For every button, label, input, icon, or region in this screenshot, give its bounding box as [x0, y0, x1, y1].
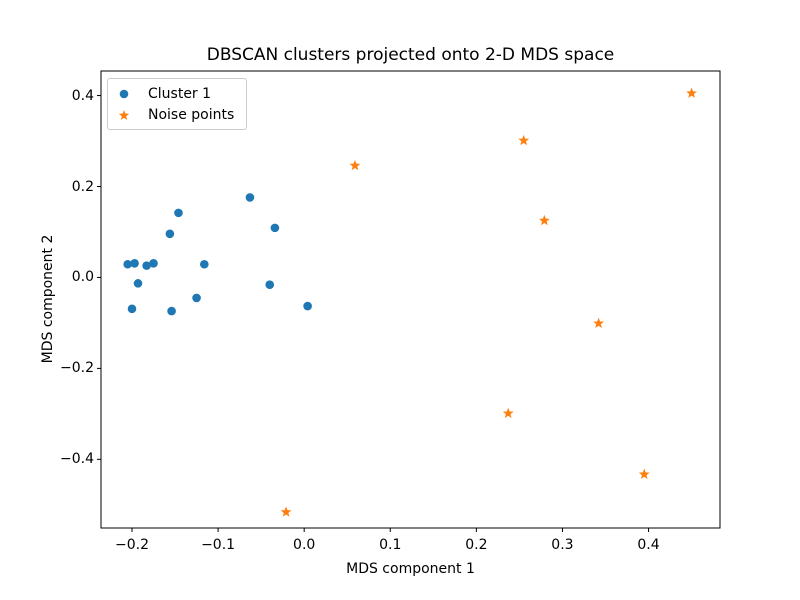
cluster-1-circle-icon — [112, 86, 136, 102]
legend-label-cluster-1: Cluster 1 — [148, 85, 212, 102]
y-tick-label: 0.0 — [71, 269, 94, 286]
scatter-point-cluster-1 — [142, 261, 151, 270]
scatter-point-noise-points — [280, 506, 292, 517]
x-tick-label: −0.1 — [201, 537, 236, 553]
scatter-point-cluster-1 — [303, 301, 312, 311]
x-tick-label: 0.4 — [637, 537, 660, 553]
legend-marker-glyph — [119, 89, 129, 98]
chart-title: DBSCAN clusters projected onto 2-D MDS s… — [206, 45, 615, 65]
x-axis-label: MDS component 1 — [346, 561, 475, 577]
x-tick-label: 0.1 — [379, 537, 402, 553]
scatter-point-noise-points — [518, 134, 530, 146]
legend-entry-cluster-1: Cluster 1 — [112, 83, 234, 104]
legend: Cluster 1 Noise points — [107, 78, 248, 130]
scatter-point-cluster-1 — [265, 280, 275, 290]
legend-label-noise-points: Noise points — [148, 106, 235, 123]
scatter-point-noise-points — [593, 317, 605, 328]
y-tick-label: 0.2 — [71, 178, 94, 195]
scatter-point-noise-points — [502, 407, 514, 419]
noise-points-star-icon — [112, 107, 136, 123]
scatter-point-noise-points — [349, 159, 361, 171]
legend-entry-noise-points: Noise points — [112, 104, 234, 125]
scatter-point-cluster-1 — [130, 259, 139, 268]
x-tick-label: −0.2 — [114, 537, 149, 553]
circle-icon — [119, 89, 129, 98]
legend-marker-glyph — [118, 109, 130, 120]
scatter-point-cluster-1 — [270, 223, 280, 233]
star-icon — [118, 109, 130, 120]
y-tick-label: −0.4 — [60, 451, 94, 468]
x-tick-label: 0.3 — [551, 537, 574, 553]
x-tick-label: 0.2 — [465, 537, 488, 553]
scatter-point-cluster-1 — [133, 279, 143, 288]
scatter-point-noise-points — [538, 214, 550, 226]
scatter-point-noise-points — [686, 87, 698, 98]
scatter-point-cluster-1 — [149, 259, 158, 268]
x-tick-label: 0.0 — [293, 537, 316, 553]
scatter-point-noise-points — [638, 468, 650, 479]
y-tick-label: −0.2 — [60, 360, 94, 377]
scatter-point-cluster-1 — [165, 229, 175, 239]
scatter-point-cluster-1 — [174, 208, 183, 218]
axes-frame — [100, 70, 721, 529]
scatter-point-cluster-1 — [192, 293, 201, 303]
scatter-point-cluster-1 — [245, 193, 255, 202]
scatter-point-cluster-1 — [167, 306, 176, 316]
scatter-point-cluster-1 — [127, 304, 137, 314]
scatter-point-cluster-1 — [123, 259, 132, 269]
y-tick-label: 0.4 — [71, 87, 94, 104]
scatter-point-cluster-1 — [200, 259, 209, 269]
